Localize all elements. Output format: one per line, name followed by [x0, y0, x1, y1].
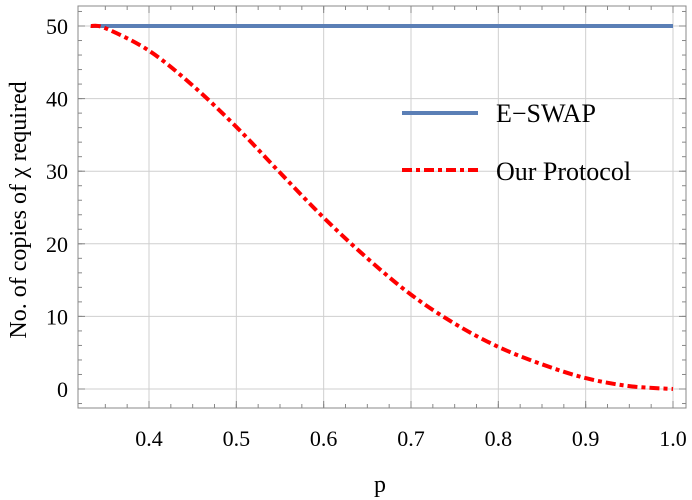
x-tick-labels: 0.4 0.5 0.6 0.7 0.8 0.9 1.0 [135, 426, 687, 451]
x-tick-label: 1.0 [659, 426, 687, 451]
minor-ticks [78, 6, 686, 408]
y-tick-label: 0 [57, 377, 68, 402]
x-tick-label: 0.8 [485, 426, 513, 451]
y-tick-labels: 0 10 20 30 40 50 [46, 14, 68, 402]
plot-frame [77, 5, 687, 409]
y-tick-label: 20 [46, 232, 68, 257]
y-tick-label: 40 [46, 87, 68, 112]
legend-label-eswap: E−SWAP [496, 99, 596, 128]
y-axis-label: No. of copies of χ required [6, 81, 32, 338]
legend: E−SWAP Our Protocol [402, 99, 631, 186]
x-tick-label: 0.6 [310, 426, 338, 451]
x-tick-label: 0.7 [397, 426, 425, 451]
x-tick-label: 0.5 [223, 426, 251, 451]
y-tick-label: 10 [46, 304, 68, 329]
y-tick-label: 50 [46, 14, 68, 39]
legend-label-our-protocol: Our Protocol [496, 157, 631, 186]
x-tick-label: 0.4 [135, 426, 163, 451]
series-layer [90, 23, 674, 391]
x-tick-label: 0.9 [572, 426, 600, 451]
y-tick-label: 30 [46, 159, 68, 184]
x-axis-label: p [374, 472, 386, 498]
